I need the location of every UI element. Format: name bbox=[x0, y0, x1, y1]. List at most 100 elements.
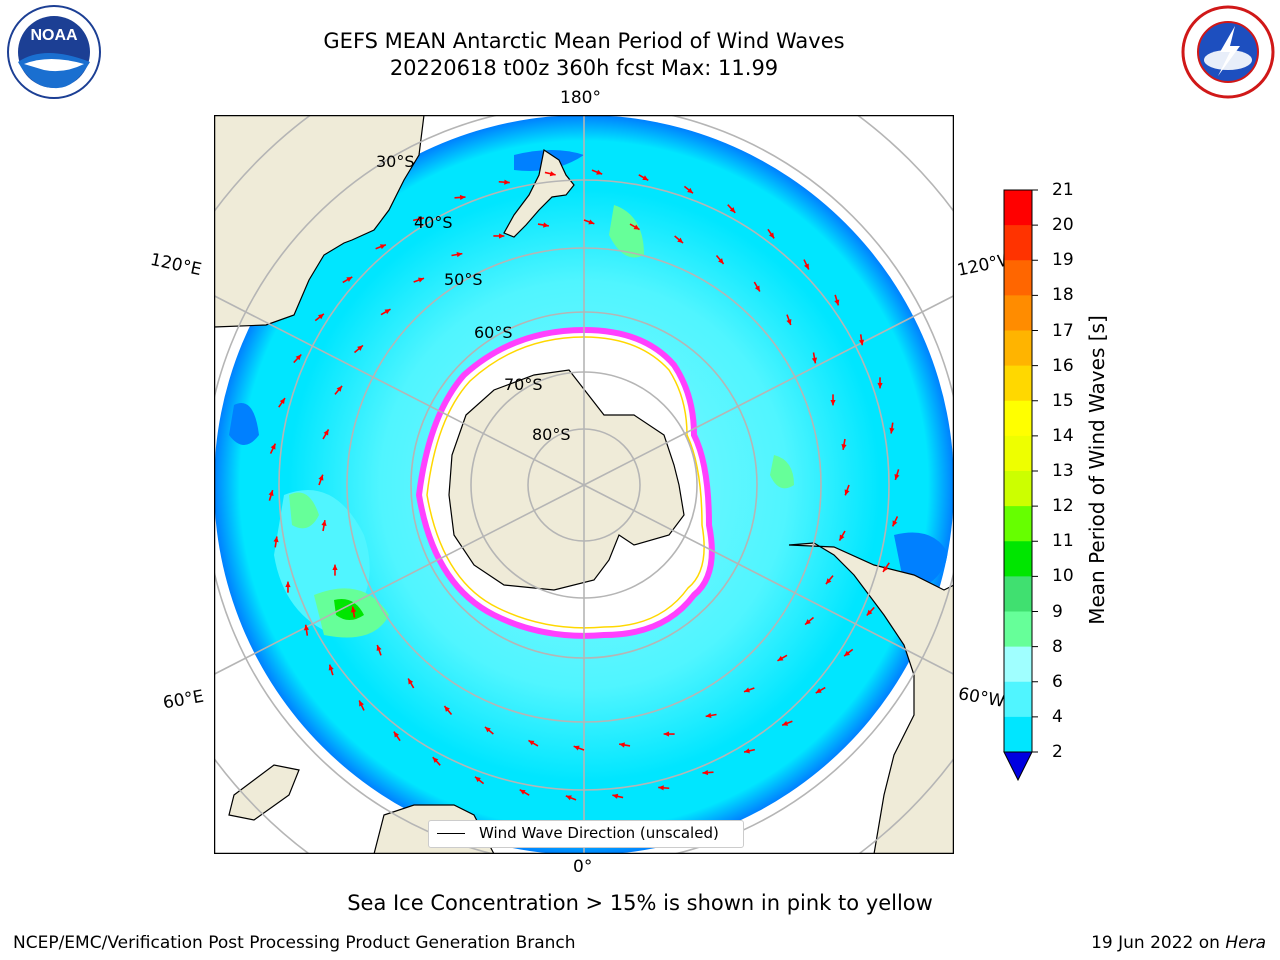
colorbar-tick-label: 6 bbox=[1052, 671, 1063, 692]
wind-arrow-head bbox=[815, 688, 822, 694]
wind-arrow-head bbox=[573, 745, 580, 751]
colorbar-tick-label: 18 bbox=[1052, 285, 1074, 306]
wind-arrow-head bbox=[504, 179, 510, 185]
colorbar-segment bbox=[1004, 260, 1032, 296]
wind-arrow-head bbox=[866, 609, 873, 616]
colorbar-label: Mean Period of Wind Waves [s] bbox=[1085, 315, 1109, 625]
wind-arrow-head bbox=[279, 398, 285, 405]
wind-arrow-head bbox=[858, 339, 865, 346]
wind-arrow-head bbox=[633, 224, 640, 230]
wind-arrow-head bbox=[892, 520, 898, 527]
wind-arrow-head bbox=[744, 748, 750, 754]
wind-arrow-head bbox=[459, 194, 466, 201]
colorbar-segment bbox=[1004, 681, 1032, 718]
colorbar-segment bbox=[1004, 295, 1032, 331]
wind-arrow-head bbox=[877, 382, 883, 389]
wind-arrow-head bbox=[268, 490, 274, 497]
legend-label: Wind Wave Direction (unscaled) bbox=[479, 824, 719, 842]
wind-wave-arrows bbox=[268, 169, 900, 801]
wave-period-patches bbox=[229, 150, 949, 638]
wind-arrow-head bbox=[839, 534, 845, 541]
map-panel: 30°S 40°S 50°S 60°S 70°S 80°S bbox=[214, 115, 954, 854]
wind-arrow-head bbox=[782, 720, 789, 726]
lat-label-80s: 80°S bbox=[532, 425, 571, 444]
colorbar-tick-label: 11 bbox=[1052, 531, 1074, 552]
wind-arrow-head bbox=[754, 285, 760, 292]
lon-label-180: 180° bbox=[560, 88, 601, 108]
wind-arrow-head bbox=[456, 251, 463, 258]
land-south-america bbox=[788, 542, 954, 854]
colorbar-tick-label: 8 bbox=[1052, 636, 1063, 657]
wind-arrow-head bbox=[376, 644, 382, 651]
wind-arrow-head bbox=[549, 171, 556, 177]
chart-subtitle: 20220618 t00z 360h fcst Max: 11.99 bbox=[389, 56, 779, 80]
lat-label-60s: 60°S bbox=[474, 323, 513, 342]
wind-arrow-head bbox=[321, 520, 327, 526]
colorbar-tick-label: 13 bbox=[1052, 461, 1074, 481]
lon-label-120e: 120°E bbox=[148, 249, 204, 281]
wind-arrow-head bbox=[565, 795, 572, 801]
nws-logo bbox=[1181, 5, 1275, 99]
wind-arrow-head bbox=[834, 299, 840, 306]
colorbar-segment bbox=[1004, 400, 1032, 437]
wind-arrow-head bbox=[519, 789, 526, 795]
wind-arrow-head bbox=[841, 444, 847, 450]
wind-arrow-head bbox=[889, 427, 895, 434]
colorbar-tick-label: 15 bbox=[1052, 390, 1074, 411]
footer-host: Hera bbox=[1225, 933, 1266, 953]
wind-arrow-head bbox=[642, 175, 649, 181]
colorbar-segment bbox=[1004, 190, 1032, 226]
wind-arrow-head bbox=[273, 536, 279, 543]
footer-date: 19 Jun 2022 on Hera bbox=[1091, 933, 1266, 953]
colorbar-segment bbox=[1004, 576, 1032, 612]
wind-arrow-head bbox=[894, 473, 900, 480]
wind-arrow-head bbox=[323, 429, 329, 436]
colorbar-tick-label: 16 bbox=[1052, 355, 1074, 376]
colorbar-segment bbox=[1004, 471, 1032, 507]
wind-arrow-head bbox=[777, 655, 784, 661]
wind-arrow-head bbox=[528, 740, 535, 746]
colorbar-tick-label: 21 bbox=[1052, 180, 1074, 200]
wind-arrow-head bbox=[658, 785, 664, 791]
svg-text:NOAA: NOAA bbox=[30, 27, 78, 44]
wind-arrow-head bbox=[588, 219, 595, 225]
wind-arrow-head bbox=[830, 399, 836, 406]
wind-arrow-head bbox=[384, 309, 391, 315]
wind-arrow-head bbox=[418, 277, 425, 283]
lat-label-30s: 30°S bbox=[376, 152, 415, 171]
wind-arrow-head bbox=[786, 319, 792, 326]
footer-credit: NCEP/EMC/Verification Post Processing Pr… bbox=[13, 933, 576, 953]
sea-ice-note: Sea Ice Concentration > 15% is shown in … bbox=[347, 891, 933, 915]
graticule bbox=[214, 115, 954, 854]
colorbar-segment bbox=[1004, 541, 1032, 577]
wind-arrow-head bbox=[393, 731, 400, 738]
wind-arrow-head bbox=[768, 232, 775, 239]
wind-arrow-head bbox=[663, 731, 670, 737]
wind-arrow-head bbox=[705, 712, 712, 719]
wind-arrow-head bbox=[718, 258, 724, 264]
wind-arrow-head bbox=[804, 263, 809, 270]
wind-arrow-head bbox=[844, 650, 850, 657]
chart-title: GEFS MEAN Antarctic Mean Period of Wind … bbox=[323, 29, 845, 53]
lon-label-60e: 60°E bbox=[161, 686, 206, 714]
colorbar-tick-label: 4 bbox=[1052, 706, 1063, 727]
wind-arrow-head bbox=[543, 222, 549, 228]
colorbar-segment bbox=[1004, 716, 1032, 753]
lon-label-0: 0° bbox=[573, 857, 593, 877]
wind-arrow-head bbox=[729, 207, 736, 213]
colorbar-tick-label: 9 bbox=[1052, 601, 1063, 622]
wind-arrow-head bbox=[318, 474, 324, 481]
wind-arrow-head bbox=[805, 619, 811, 625]
colorbar-tick-label: 14 bbox=[1052, 425, 1074, 446]
wind-arrow-head bbox=[619, 742, 625, 748]
wind-arrow-head bbox=[379, 244, 386, 250]
colorbar-segment bbox=[1004, 330, 1032, 367]
colorbar-segment bbox=[1004, 646, 1032, 683]
wind-arrow-head bbox=[811, 357, 818, 364]
colorbar-tick-label: 20 bbox=[1052, 215, 1074, 236]
colorbar-segment bbox=[1004, 611, 1032, 648]
wind-arrow-head bbox=[844, 489, 850, 496]
wind-arrow-head bbox=[612, 793, 619, 799]
wind-arrow-head bbox=[743, 687, 750, 693]
lat-label-40s: 40°S bbox=[414, 213, 453, 232]
